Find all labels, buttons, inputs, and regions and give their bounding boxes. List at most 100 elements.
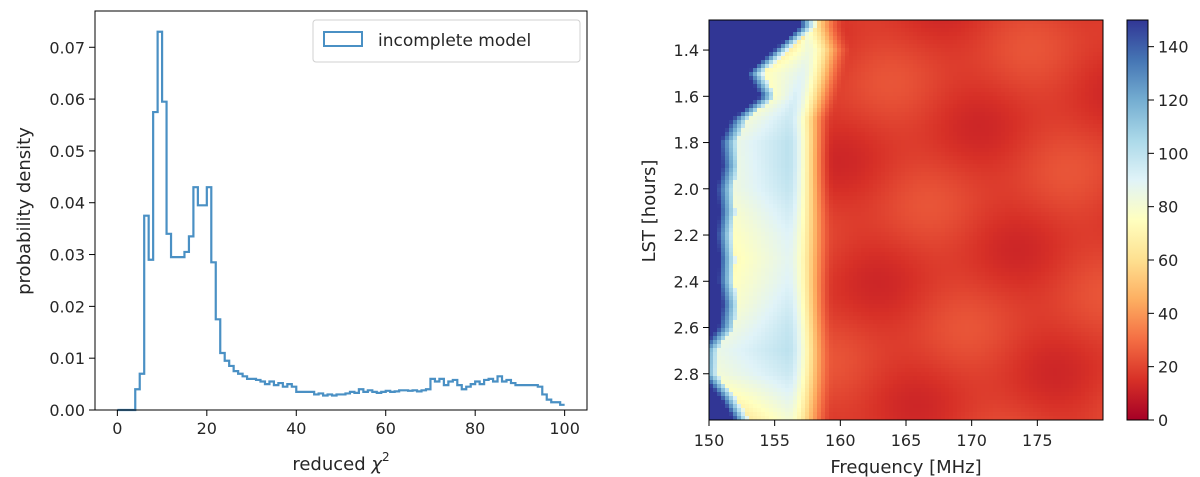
heatmap-cell	[781, 216, 786, 221]
heatmap-cell	[729, 148, 734, 153]
heatmap-cell	[977, 68, 982, 73]
heatmap-cell	[993, 96, 998, 101]
heatmap-cell	[885, 208, 890, 213]
heatmap-cell	[1085, 212, 1090, 217]
heatmap-cell	[1013, 48, 1018, 53]
heatmap-cell	[717, 184, 722, 189]
heatmap-cell	[837, 192, 842, 197]
heatmap-cell	[957, 80, 962, 85]
heatmap-cell	[909, 80, 914, 85]
heatmap-cell	[801, 120, 806, 125]
heatmap-cell	[821, 164, 826, 169]
heatmap-cell	[945, 84, 950, 89]
heatmap-cell	[973, 184, 978, 189]
heatmap-cell	[1045, 24, 1050, 29]
heatmap-cell	[1009, 164, 1014, 169]
heatmap-cell	[989, 164, 994, 169]
heatmap-cell	[725, 180, 730, 185]
heatmap-cell	[977, 184, 982, 189]
heatmap-cell	[873, 152, 878, 157]
heatmap-cell	[737, 140, 742, 145]
heatmap-cell	[1001, 212, 1006, 217]
heatmap-cell	[1017, 72, 1022, 77]
heatmap-cell	[1081, 48, 1086, 53]
heatmap-cell	[1093, 164, 1098, 169]
heatmap-cell	[721, 84, 726, 89]
heatmap-cell	[865, 68, 870, 73]
heatmap-cell	[849, 88, 854, 93]
heatmap-cell	[901, 76, 906, 81]
heatmap-cell	[785, 40, 790, 45]
heatmap-cell	[841, 192, 846, 197]
heatmap-cell	[821, 124, 826, 129]
heatmap-cell	[709, 100, 714, 105]
heatmap-cell	[757, 44, 762, 49]
heatmap-cell	[1001, 120, 1006, 125]
heatmap-cell	[741, 172, 746, 177]
heatmap-cell	[1013, 32, 1018, 37]
heatmap-cell	[873, 44, 878, 49]
heatmap-cell	[957, 32, 962, 37]
heatmap-cell	[773, 180, 778, 185]
heatmap-cell	[785, 108, 790, 113]
heatmap-cell	[761, 164, 766, 169]
heatmap-cell	[1089, 160, 1094, 165]
heatmap-cell	[717, 32, 722, 37]
heatmap-cell	[773, 172, 778, 177]
heatmap-cell	[933, 88, 938, 93]
heatmap-cell	[805, 208, 810, 213]
heatmap-cell	[725, 172, 730, 177]
heatmap-cell	[957, 100, 962, 105]
heatmap-cell	[757, 108, 762, 113]
heatmap-cell	[945, 192, 950, 197]
heatmap-cell	[1049, 36, 1054, 41]
heatmap-cell	[721, 44, 726, 49]
heatmap-cell	[961, 48, 966, 53]
heatmap-cell	[921, 164, 926, 169]
heatmap-cell	[829, 24, 834, 29]
heatmap-cell	[713, 212, 718, 217]
heatmap-cell	[917, 28, 922, 33]
heatmap-cell	[937, 80, 942, 85]
heatmap-cell	[713, 96, 718, 101]
heatmap-cell	[729, 140, 734, 145]
heatmap-cell	[905, 136, 910, 141]
heatmap-cell	[813, 20, 818, 25]
heatmap-cell	[769, 80, 774, 85]
heatmap-cell	[1077, 176, 1082, 181]
heatmap-cell	[797, 148, 802, 153]
heatmap-cell	[889, 208, 894, 213]
heatmap-cell	[861, 168, 866, 173]
heatmap-cell	[1097, 144, 1102, 149]
heatmap-cell	[845, 196, 850, 201]
heatmap-cell	[781, 80, 786, 85]
heatmap-cell	[769, 56, 774, 61]
heatmap-cell	[881, 112, 886, 117]
heatmap-cell	[865, 52, 870, 57]
heatmap-cell	[901, 176, 906, 181]
heatmap-cell	[1021, 188, 1026, 193]
heatmap-cell	[793, 176, 798, 181]
heatmap-cell	[877, 108, 882, 113]
heatmap-cell	[901, 36, 906, 41]
heatmap-cell	[885, 48, 890, 53]
heatmap-cell	[893, 76, 898, 81]
heatmap-cell	[1101, 28, 1103, 33]
heatmap-cell	[993, 28, 998, 33]
heatmap-cell	[1041, 132, 1046, 137]
heatmap-cell	[757, 28, 762, 33]
heatmap-cell	[993, 104, 998, 109]
heatmap-cell	[745, 52, 750, 57]
heatmap-cell	[1073, 156, 1078, 161]
heatmap-cell	[953, 140, 958, 145]
heatmap-cell	[969, 208, 974, 213]
heatmap-cell	[769, 152, 774, 157]
heatmap-cell	[769, 52, 774, 57]
heatmap-cell	[733, 56, 738, 61]
heatmap-cell	[809, 28, 814, 33]
heatmap-cell	[865, 92, 870, 97]
heatmap-cell	[1053, 152, 1058, 157]
heatmap-cell	[809, 180, 814, 185]
heatmap-cell	[1005, 132, 1010, 137]
heatmap-cell	[745, 96, 750, 101]
